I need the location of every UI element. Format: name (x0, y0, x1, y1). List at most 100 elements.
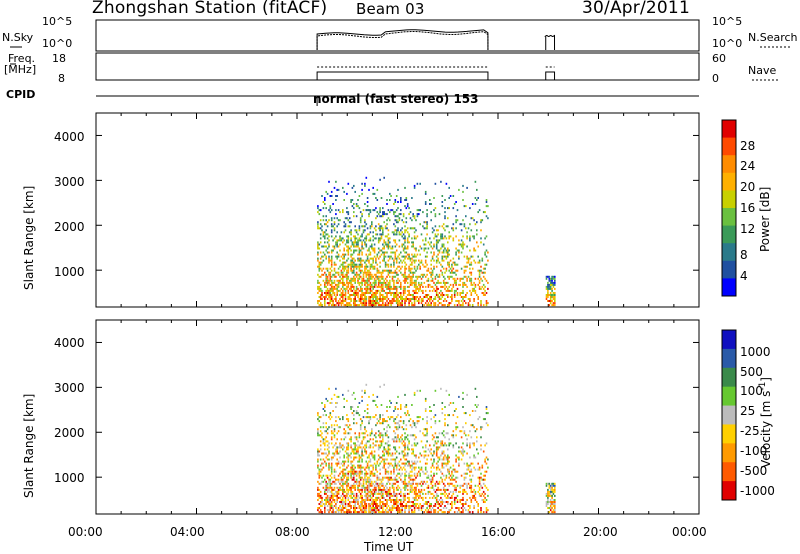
power-data-cell (375, 283, 377, 286)
power-data-cell (328, 209, 330, 212)
power-data-cell (387, 269, 390, 272)
velocity-data-cell (424, 466, 427, 469)
power-data-cell (365, 239, 368, 242)
velocity-data-cell (384, 442, 387, 445)
velocity-data-cell (415, 488, 417, 491)
power-data-cell (361, 243, 363, 246)
power-data-cell (328, 180, 330, 183)
power-data-cell (369, 245, 372, 248)
velocity-data-cell (330, 464, 333, 467)
velocity-data-cell (362, 480, 365, 483)
velocity-data-cell (330, 416, 333, 419)
power-data-cell (405, 275, 408, 278)
velocity-data-cell (455, 480, 457, 483)
power-data-cell (372, 257, 374, 260)
power-data-cell (361, 289, 363, 292)
power-data-cell (481, 259, 484, 262)
velocity-data-cell (329, 501, 332, 503)
power-data-cell (397, 207, 399, 210)
power-data-cell (386, 287, 388, 290)
velocity-data-cell (383, 420, 385, 423)
velocity-data-cell (413, 496, 416, 499)
power-data-cell (318, 304, 321, 307)
velocity-data-cell (336, 452, 338, 455)
power-data-cell (358, 265, 361, 268)
velocity-data-cell (551, 486, 553, 489)
velocity-data-cell (482, 482, 485, 485)
velocity-data-cell (418, 488, 420, 491)
velocity-data-cell (547, 482, 549, 485)
power-data-cell (330, 263, 333, 266)
power-data-cell (377, 213, 380, 216)
velocity-data-cell (373, 480, 376, 483)
power-data-cell (326, 281, 329, 284)
velocity-data-cell (482, 511, 485, 514)
power-data-cell (415, 292, 417, 294)
power-data-cell (376, 300, 379, 302)
power-data-cell (329, 289, 332, 292)
power-data-cell (390, 269, 392, 272)
velocity-data-cell (408, 476, 410, 479)
power-data-cell (333, 294, 336, 296)
velocity-data-cell (478, 488, 481, 491)
power-data-cell (430, 285, 432, 288)
velocity-data-cell (364, 474, 366, 477)
velocity-data-cell (466, 484, 468, 487)
power-data-cell (431, 271, 434, 274)
velocity-data-cell (478, 486, 481, 489)
velocity-data-cell (420, 505, 423, 507)
velocity-data-cell (393, 458, 395, 461)
velocity-data-cell (394, 448, 397, 451)
velocity-data-cell (435, 492, 438, 495)
power-data-cell (395, 300, 398, 302)
power-data-cell (401, 231, 403, 234)
velocity-data-cell (459, 499, 461, 501)
velocity-data-cell (332, 492, 334, 495)
power-data-cell (365, 302, 368, 305)
power-data-cell (357, 205, 359, 208)
power-data-cell (348, 279, 351, 282)
velocity-data-cell (368, 454, 370, 457)
power-data-cell (481, 292, 484, 294)
velocity-data-cell (336, 402, 338, 404)
velocity-data-cell (442, 430, 445, 433)
velocity-data-cell (340, 480, 343, 483)
velocity-data-cell (344, 503, 347, 505)
velocity-data-cell (329, 482, 332, 485)
power-data-cell (459, 304, 461, 307)
velocity-data-cell (328, 468, 330, 471)
velocity-data-cell (459, 486, 461, 489)
power-data-cell (350, 199, 352, 201)
power-data-cell (387, 263, 390, 266)
velocity-data-cell (412, 482, 414, 485)
power-data-cell (344, 283, 347, 286)
power-data-cell (375, 281, 377, 284)
velocity-data-cell (366, 416, 369, 419)
power-data-cell (355, 245, 358, 248)
power-data-cell (333, 217, 336, 220)
power-data-cell (371, 296, 373, 298)
power-data-cell (455, 201, 457, 203)
velocity-data-cell (332, 432, 334, 435)
velocity-data-cell (451, 482, 453, 485)
velocity-data-cell (333, 474, 336, 477)
power-cb-tick-16: 16 (740, 201, 756, 215)
power-data-cell (554, 279, 556, 282)
velocity-data-cell (328, 486, 330, 489)
velocity-data-cell (346, 472, 348, 475)
power-data-cell (361, 269, 363, 272)
power-data-cell (384, 285, 387, 288)
velocity-data-cell (372, 399, 374, 402)
power-data-cell (339, 259, 341, 262)
power-data-cell (369, 277, 372, 280)
velocity-data-cell (422, 470, 424, 473)
power-data-cell (554, 281, 556, 284)
power-data-cell (449, 267, 452, 270)
power-data-cell (437, 241, 439, 244)
power-data-cell (402, 285, 405, 288)
velocity-data-cell (481, 486, 484, 489)
velocity-data-cell (340, 509, 343, 512)
power-data-cell (547, 281, 549, 284)
power-data-cell (350, 285, 352, 288)
velocity-data-cell (322, 426, 325, 429)
